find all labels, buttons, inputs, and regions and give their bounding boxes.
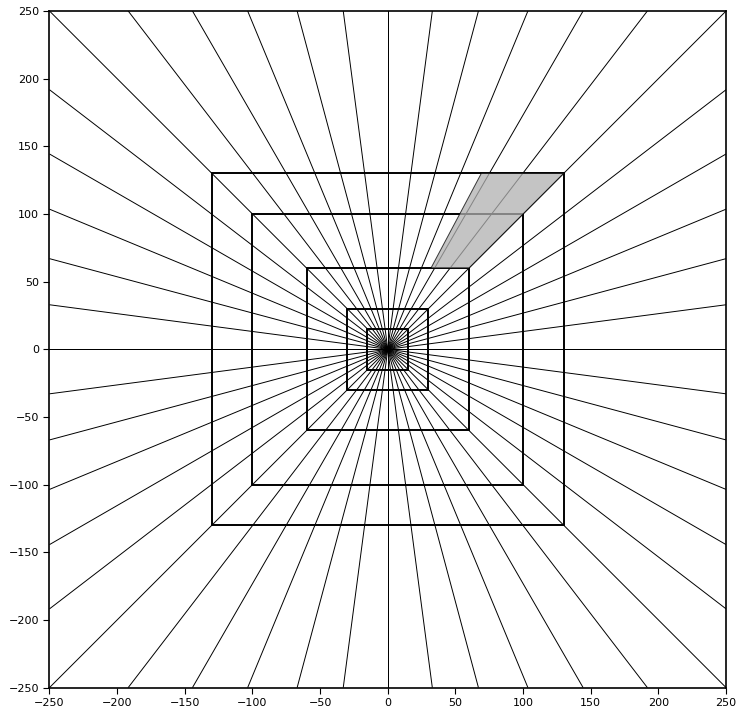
Bar (347, 309, 428, 390)
Bar (368, 329, 408, 370)
Bar (211, 173, 564, 526)
Bar (307, 268, 469, 430)
Bar (253, 214, 523, 485)
Polygon shape (431, 173, 564, 268)
